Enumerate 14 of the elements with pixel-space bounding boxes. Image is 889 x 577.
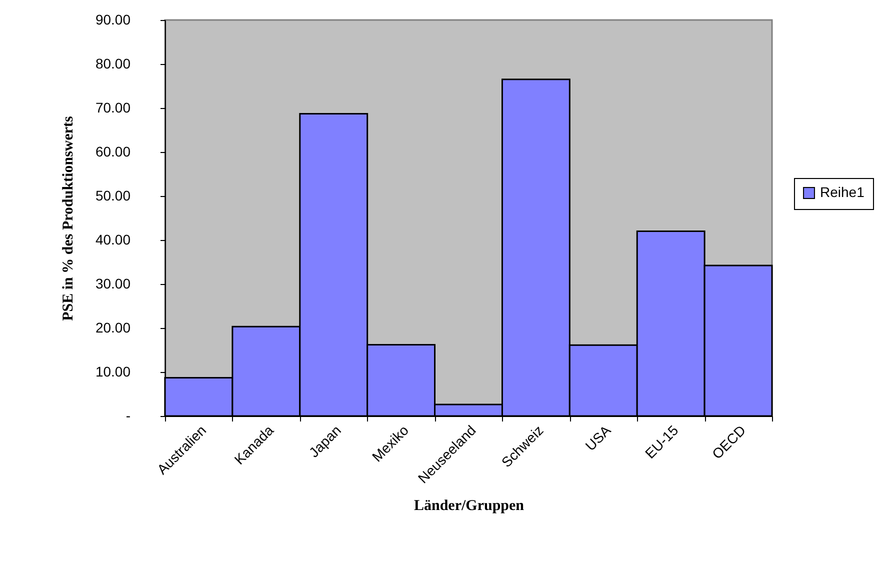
y-tick-label: 50.00 (95, 188, 131, 204)
y-tick-label: 40.00 (95, 232, 131, 248)
y-tick-label: 70.00 (95, 100, 131, 116)
y-axis-title: PSE in % des Produktionswerts (60, 116, 76, 321)
y-tick-label: 10.00 (95, 364, 131, 380)
y-tick-label: - (126, 408, 131, 424)
x-axis-title: Länder/Gruppen (414, 498, 525, 514)
y-tick-label: 90.00 (95, 12, 131, 28)
x-tick-label: USA (582, 422, 614, 454)
y-tick-label: 60.00 (95, 144, 131, 160)
legend-label: Reihe1 (820, 184, 865, 200)
y-tick-label: 20.00 (95, 320, 131, 336)
y-tick-label: 80.00 (95, 56, 131, 72)
y-tick-label: 30.00 (95, 276, 131, 292)
